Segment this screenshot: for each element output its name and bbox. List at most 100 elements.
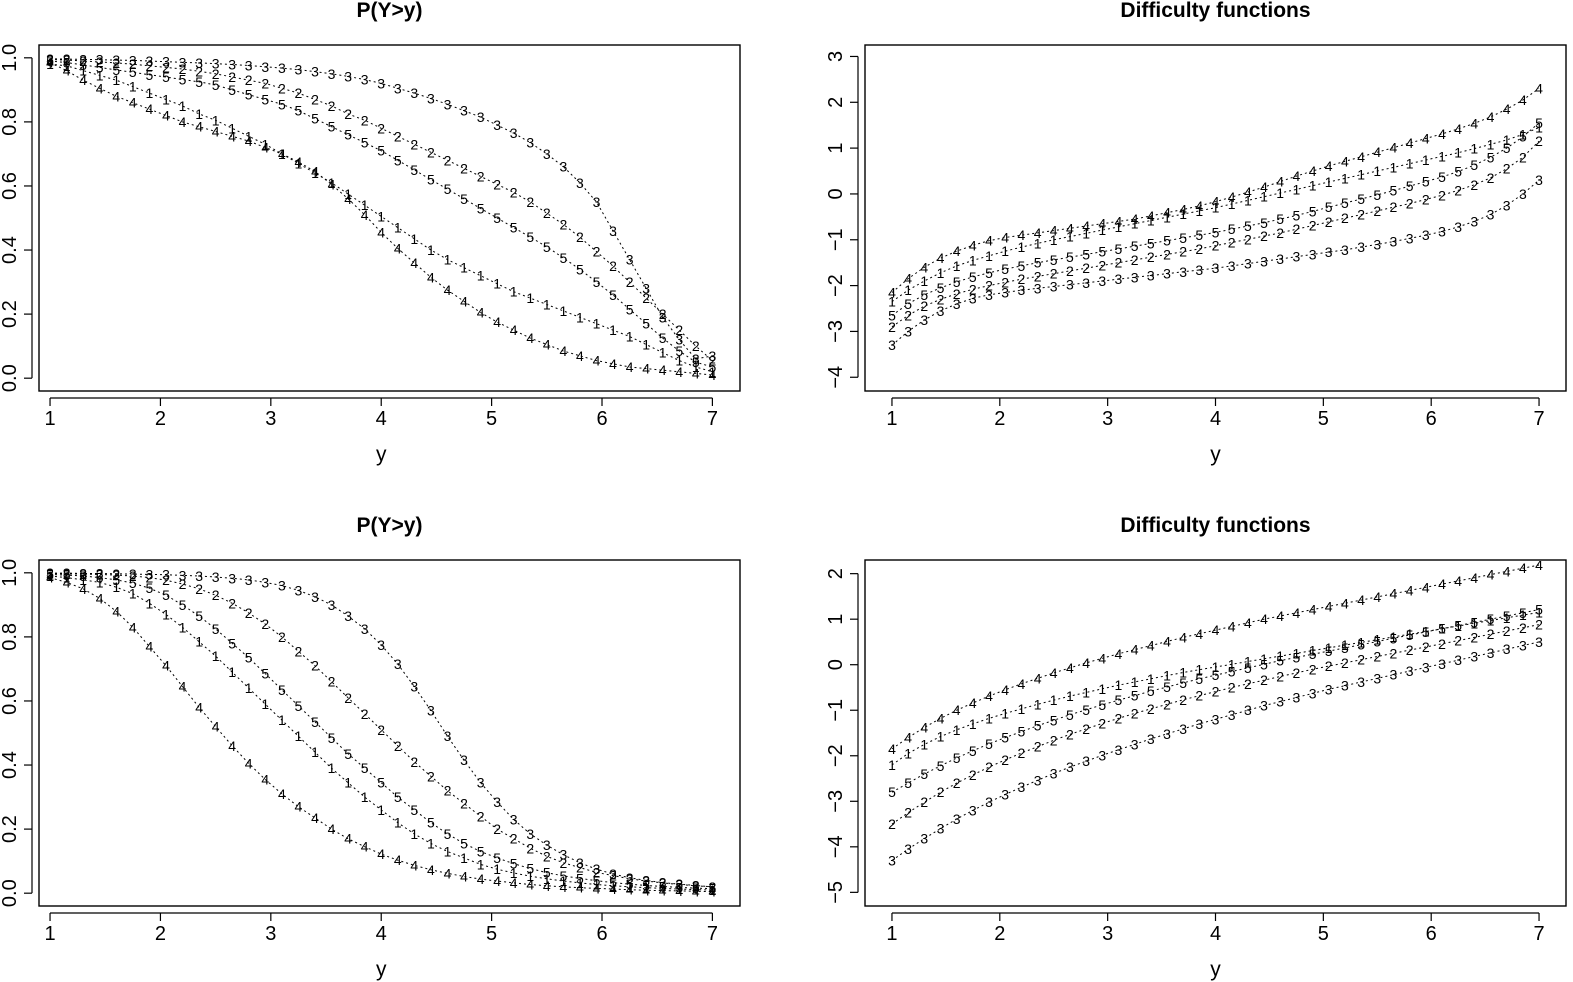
- series-point: 3: [1276, 251, 1284, 267]
- series-point: 2: [328, 674, 336, 690]
- series-point: 5: [659, 330, 667, 346]
- series-point: 4: [179, 679, 187, 695]
- series-line: [49, 573, 713, 890]
- series-point: 2: [1147, 701, 1155, 717]
- series-point: 4: [1357, 592, 1365, 608]
- series-point: 4: [1406, 135, 1414, 151]
- series-point: 5: [1422, 174, 1430, 190]
- series-point: 2: [609, 868, 617, 884]
- series-point: 3: [1195, 716, 1203, 732]
- series-point: 5: [261, 92, 269, 108]
- series-point: 1: [1503, 610, 1511, 626]
- series-point: 3: [543, 146, 551, 162]
- series-point: 1: [1034, 235, 1042, 251]
- series-point: 4: [1228, 189, 1236, 205]
- series-point: 5: [112, 62, 120, 78]
- series-point: 5: [920, 287, 928, 303]
- series-point: 4: [1487, 567, 1495, 583]
- series-point: 2: [1179, 692, 1187, 708]
- series-point: 1: [1050, 692, 1058, 708]
- series-point: 1: [1293, 645, 1301, 661]
- series-point: 5: [1535, 115, 1543, 131]
- series-point: 3: [560, 159, 568, 175]
- series-point: 4: [79, 72, 87, 88]
- series-point: 2: [96, 54, 104, 70]
- series-point: 4: [96, 80, 104, 96]
- series-point: 2: [1212, 238, 1220, 254]
- series-point: 1: [179, 98, 187, 114]
- series-point: 1: [1260, 189, 1268, 205]
- series-point: 3: [295, 62, 303, 78]
- series-point: 3: [609, 866, 617, 882]
- series-point: 3: [953, 811, 961, 827]
- series-point: 2: [361, 706, 369, 722]
- series-point: 4: [675, 364, 683, 380]
- series-point: 1: [1001, 243, 1009, 259]
- series-point: 2: [1422, 191, 1430, 207]
- series-point: 2: [593, 244, 601, 260]
- series-point: 3: [311, 64, 319, 80]
- series-point: 1: [1212, 659, 1220, 675]
- series-point: 2: [228, 69, 236, 85]
- series-point: 3: [560, 847, 568, 863]
- series-point: 1: [1131, 216, 1139, 232]
- series-point: 1: [593, 316, 601, 332]
- series-point: 2: [79, 566, 87, 582]
- series-point: 4: [1001, 682, 1009, 698]
- series-point: 2: [626, 871, 634, 887]
- series-point: 1: [659, 880, 667, 896]
- series-point: 1: [361, 197, 369, 213]
- series-point: 5: [278, 96, 286, 112]
- series-point: 4: [129, 619, 137, 635]
- series-point: 2: [1519, 620, 1527, 636]
- series-point: 3: [1260, 253, 1268, 269]
- series-point: 3: [146, 566, 154, 582]
- series-point: 5: [129, 575, 137, 591]
- series-point: 5: [394, 789, 402, 805]
- series-point: 3: [427, 91, 435, 107]
- series-point: 4: [985, 233, 993, 249]
- x-tick-label: 5: [486, 923, 497, 945]
- series-point: 5: [377, 143, 385, 159]
- series-point: 4: [1293, 168, 1301, 184]
- series-point: 4: [1438, 576, 1446, 592]
- series-point: 1: [1406, 626, 1414, 642]
- x-tick-label: 1: [886, 408, 897, 430]
- series-point: 1: [1001, 705, 1009, 721]
- y-tick-label: −5: [825, 881, 847, 904]
- series-point: 3: [1373, 236, 1381, 252]
- series-point: 4: [394, 852, 402, 868]
- series-line: [891, 88, 1540, 293]
- series-point: 4: [46, 570, 54, 586]
- series-point: 1: [609, 322, 617, 338]
- series-point: 1: [493, 276, 501, 292]
- series-point: 4: [1212, 622, 1220, 638]
- series-point: 5: [1357, 191, 1365, 207]
- series-point: 1: [692, 882, 700, 898]
- series-point: 2: [888, 816, 896, 832]
- series-point: 4: [63, 63, 71, 79]
- series-point: 3: [1325, 681, 1333, 697]
- x-tick-label: 4: [376, 408, 387, 430]
- series-point: 4: [1066, 660, 1074, 676]
- series-point: 2: [1163, 696, 1171, 712]
- series-point: 2: [985, 759, 993, 775]
- series-point: 2: [609, 258, 617, 274]
- series-point: 5: [1163, 679, 1171, 695]
- series-point: 5: [228, 82, 236, 98]
- series-point: 4: [1179, 629, 1187, 645]
- series-point: 2: [1050, 266, 1058, 282]
- series-point: 2: [1325, 658, 1333, 674]
- series-point: 5: [969, 743, 977, 759]
- series-point: 3: [1454, 219, 1462, 235]
- y-tick-label: 0.6: [0, 172, 21, 200]
- series-point: 1: [920, 273, 928, 289]
- series-point: 2: [311, 658, 319, 674]
- series-point: 3: [361, 72, 369, 88]
- series-point: 2: [1309, 661, 1317, 677]
- series-point: 2: [1066, 726, 1074, 742]
